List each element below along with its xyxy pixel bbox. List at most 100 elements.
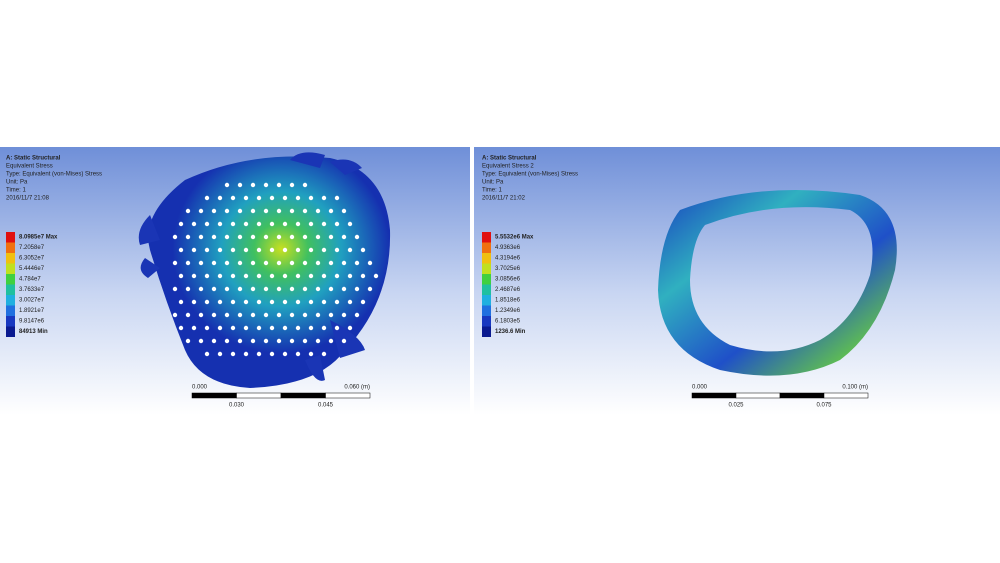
hole [302, 260, 308, 266]
legend-label: 1236.6 Min [495, 329, 526, 335]
hole [185, 208, 191, 214]
hole [302, 182, 308, 188]
hole [321, 195, 327, 201]
legend-label: 5.4446e7 [19, 266, 45, 272]
hole [276, 286, 282, 292]
hole [263, 338, 269, 344]
hole [230, 247, 236, 253]
hole [308, 299, 314, 305]
legend-label: 4.3194e6 [495, 256, 521, 262]
hole [282, 273, 288, 279]
hole [341, 234, 347, 240]
hole [269, 351, 275, 357]
legend-label: 3.7633e7 [19, 287, 45, 293]
hole [224, 286, 230, 292]
hole [321, 273, 327, 279]
hole [237, 182, 243, 188]
hole [328, 338, 334, 344]
header-line: Type: Equivalent (von-Mises) Stress [6, 172, 102, 178]
viewport-right [474, 147, 1000, 415]
hole [237, 286, 243, 292]
hole [217, 325, 223, 331]
legend-swatch [6, 284, 15, 295]
hole [295, 247, 301, 253]
hole [289, 286, 295, 292]
header-line: Unit: Pa [482, 180, 504, 186]
hole [334, 221, 340, 227]
hole [263, 234, 269, 240]
hole [302, 312, 308, 318]
hole [341, 338, 347, 344]
hole [185, 338, 191, 344]
header-line: 2016/11/7 21:08 [6, 196, 50, 202]
hole [243, 325, 249, 331]
hole [263, 208, 269, 214]
header-line: Equivalent Stress [6, 164, 53, 170]
hole [308, 273, 314, 279]
hole [224, 208, 230, 214]
scale-bar [823, 392, 869, 399]
hole [321, 325, 327, 331]
hole [295, 221, 301, 227]
hole [354, 234, 360, 240]
hole [308, 195, 314, 201]
hole [354, 312, 360, 318]
hole [250, 312, 256, 318]
legend-swatch [482, 305, 491, 316]
hole [178, 325, 184, 331]
legend-label: 1.8518e6 [495, 298, 521, 304]
hole [276, 312, 282, 318]
hole [295, 351, 301, 357]
hole [282, 247, 288, 253]
hole [269, 247, 275, 253]
hole [282, 351, 288, 357]
hole [243, 221, 249, 227]
hole [237, 260, 243, 266]
hole [263, 286, 269, 292]
hole [328, 260, 334, 266]
legend-swatch [482, 316, 491, 327]
hole [224, 312, 230, 318]
hole [211, 234, 217, 240]
hole [191, 325, 197, 331]
hole [230, 299, 236, 305]
hole [334, 247, 340, 253]
hole [295, 195, 301, 201]
scale-bar [325, 392, 371, 399]
hole [217, 351, 223, 357]
hole [211, 260, 217, 266]
hole [302, 286, 308, 292]
hole [191, 221, 197, 227]
hole [243, 351, 249, 357]
legend-swatch [6, 316, 15, 327]
legend-swatch [6, 232, 15, 243]
hole [178, 273, 184, 279]
legend-label: 1.2349e6 [495, 308, 521, 314]
header-line: Equivalent Stress 2 [482, 164, 534, 170]
legend-swatch [482, 274, 491, 285]
hole [360, 299, 366, 305]
hole [282, 325, 288, 331]
legend-swatch [482, 232, 491, 243]
hole [360, 273, 366, 279]
legend-swatch [6, 242, 15, 253]
scale-bar [236, 392, 282, 399]
scale-bar [280, 392, 326, 399]
hole [185, 286, 191, 292]
plate-model [148, 156, 391, 388]
hole [230, 351, 236, 357]
hole [178, 221, 184, 227]
hole [211, 208, 217, 214]
legend-label: 3.0027e7 [19, 298, 45, 304]
legend-swatch [6, 326, 15, 337]
hole [250, 182, 256, 188]
hole [204, 325, 210, 331]
scale-label: 0.060 (m) [344, 385, 370, 391]
hole [315, 312, 321, 318]
hole [302, 208, 308, 214]
hole [347, 325, 353, 331]
hole [204, 351, 210, 357]
hole [341, 208, 347, 214]
